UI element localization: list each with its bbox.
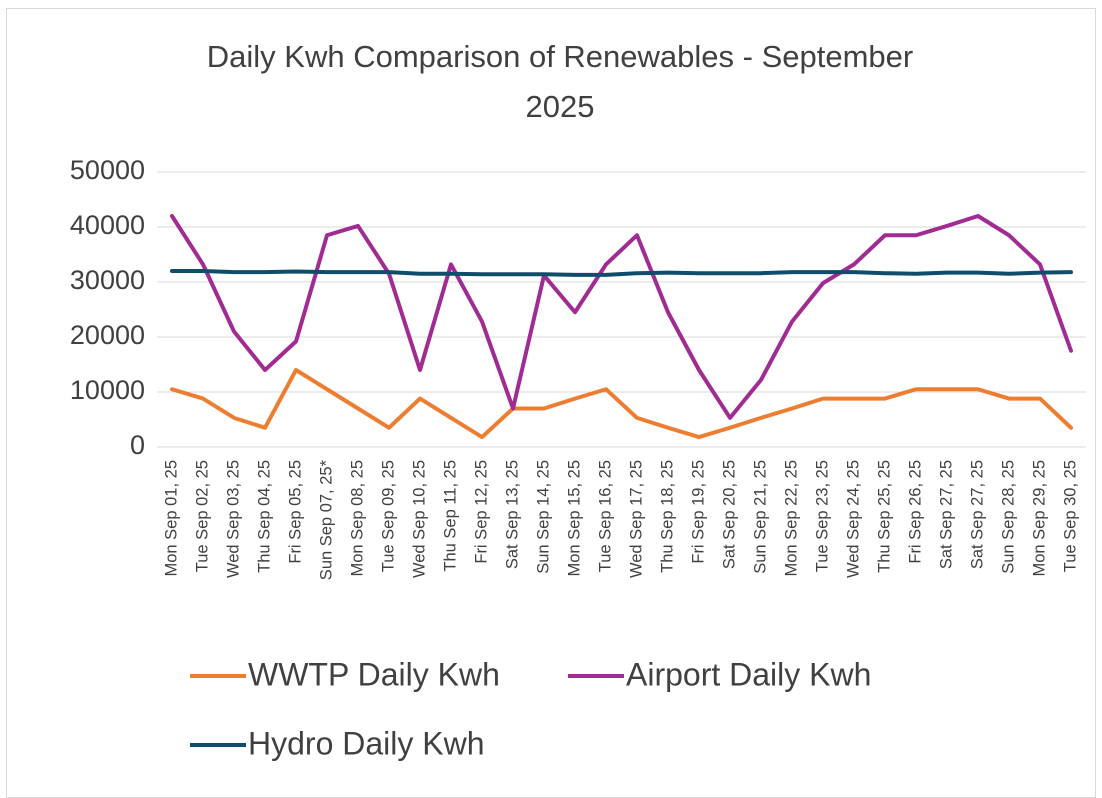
- x-tick-label: Wed Sep 24, 25: [844, 460, 862, 578]
- x-tick-label: Thu Sep 04, 25: [255, 460, 273, 573]
- chart-title: Daily Kwh Comparison of Renewables - Sep…: [206, 39, 914, 124]
- y-tick-label: 40000: [70, 210, 145, 240]
- x-tick-label: Thu Sep 11, 25: [441, 460, 459, 572]
- x-tick-label: Mon Sep 22, 25: [782, 460, 800, 577]
- x-tick-label: Sun Sep 14, 25: [534, 460, 552, 574]
- x-tick-label: Wed Sep 10, 25: [410, 460, 428, 578]
- x-tick-label: Mon Sep 29, 25: [1030, 460, 1048, 577]
- x-tick-label: Sat Sep 20, 25: [720, 460, 738, 569]
- x-tick-label: Fri Sep 19, 25: [689, 460, 707, 564]
- y-tick-label: 20000: [70, 320, 145, 350]
- x-tick-label: Tue Sep 23, 25: [813, 460, 831, 572]
- x-tick-label: Thu Sep 25, 25: [875, 460, 893, 573]
- x-tick-label: Tue Sep 30, 25: [1061, 460, 1079, 572]
- x-tick-label: Mon Sep 01, 25: [162, 460, 180, 577]
- x-tick-label: Tue Sep 09, 25: [379, 460, 397, 572]
- y-tick-label: 10000: [70, 375, 145, 405]
- x-tick-label: Tue Sep 02, 25: [193, 460, 211, 572]
- x-tick-label: Tue Sep 16, 25: [596, 460, 614, 572]
- x-tick-label: Sat Sep 27, 25: [968, 460, 986, 569]
- x-tick-label: Thu Sep 18, 25: [658, 460, 676, 573]
- x-tick-label: Fri Sep 26, 25: [906, 460, 924, 564]
- legend-label: Airport Daily Kwh: [626, 656, 871, 692]
- x-tick-label: Wed Sep 03, 25: [224, 460, 242, 578]
- data-line: [170, 214, 1073, 420]
- x-tick-label: Sun Sep 07, 25*: [317, 459, 335, 580]
- x-tick-label: Sun Sep 28, 25: [999, 460, 1017, 574]
- x-tick-label: Sun Sep 21, 25: [751, 460, 769, 574]
- y-tick-label: 0: [130, 430, 145, 460]
- x-tick-label: Mon Sep 08, 25: [348, 460, 366, 577]
- y-tick-label: 50000: [70, 155, 145, 185]
- x-tick-label: Mon Sep 15, 25: [565, 460, 583, 577]
- legend-label: Hydro Daily Kwh: [248, 725, 485, 761]
- x-tick-label: Sat Sep 27, 25: [937, 460, 955, 569]
- x-tick-label: Wed Sep 17, 25: [627, 460, 645, 578]
- x-tick-label: Fri Sep 05, 25: [286, 460, 304, 564]
- legend-label: WWTP Daily Kwh: [248, 656, 500, 692]
- data-line: [170, 368, 1073, 440]
- data-line: [170, 269, 1073, 277]
- x-tick-label: Sat Sep 13, 25: [503, 460, 521, 569]
- x-tick-label: Fri Sep 12, 25: [472, 460, 490, 564]
- y-tick-label: 30000: [70, 265, 145, 295]
